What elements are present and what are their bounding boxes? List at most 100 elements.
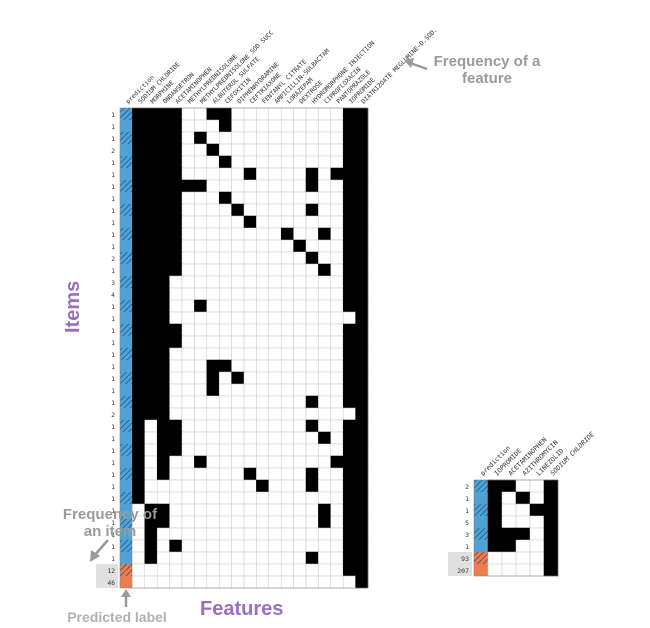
left-feature-cell [342,143,356,157]
left-feature-cell [280,191,294,205]
left-feature-cell [305,347,319,361]
left-feature-cell [280,239,294,253]
right-feature-cell [543,491,559,505]
left-feature-cell [293,359,307,373]
left-feature-cell [318,107,332,121]
left-feature-cell [280,107,294,121]
left-feature-cell [268,191,282,205]
left-feature-cell [194,383,208,397]
left-feature-cell [342,395,356,409]
left-feature-cell [280,443,294,457]
left-feature-cell [169,575,183,589]
left-feature-cell [194,107,208,121]
left-feature-cell [156,179,170,193]
left-feature-cell [218,563,232,577]
right-feature-cell [501,551,517,565]
left-row-frequency: 1 [111,520,115,527]
left-feature-cell [280,155,294,169]
left-feature-cell [206,575,220,589]
left-feature-cell [256,239,270,253]
left-feature-cell [194,551,208,565]
left-feature-cell [132,491,146,505]
left-feature-cell [194,143,208,157]
left-feature-cell [305,179,319,193]
left-feature-cell [218,347,232,361]
left-feature-cell [293,203,307,217]
left-row-frequency: 1 [111,388,115,395]
left-prediction-cell [120,216,133,228]
left-feature-cell [330,263,344,277]
left-feature-cell [132,371,146,385]
left-feature-cell [218,275,232,289]
left-feature-cell [355,143,369,157]
left-feature-cell [206,563,220,577]
left-feature-cell [280,383,294,397]
left-feature-cell [144,143,158,157]
left-row-frequency: 1 [111,364,115,371]
left-feature-cell [342,311,356,325]
left-feature-cell [169,443,183,457]
left-feature-cell [156,467,170,481]
left-feature-cell [243,539,257,553]
left-feature-cell [280,563,294,577]
left-feature-cell [218,143,232,157]
left-prediction-hatch [120,276,133,288]
left-row-frequency: 1 [111,136,115,143]
left-feature-cell [268,527,282,541]
left-feature-cell [206,347,220,361]
left-feature-cell [243,575,257,589]
left-prediction-cell [120,360,133,372]
left-feature-cell [181,575,195,589]
left-feature-cell [268,443,282,457]
left-feature-cell [169,215,183,229]
left-feature-cell [181,527,195,541]
left-feature-cell [181,119,195,133]
left-feature-cell [218,119,232,133]
left-feature-cell [342,335,356,349]
left-row-frequency: 1 [111,460,115,467]
arrow-frequency-item [93,539,109,557]
left-feature-cell [268,563,282,577]
left-feature-cell [181,347,195,361]
left-feature-cell [355,371,369,385]
left-feature-cell [293,515,307,529]
left-feature-cell [256,335,270,349]
left-feature-cell [256,443,270,457]
left-feature-cell [231,539,245,553]
right-prediction-cell [474,540,488,552]
left-feature-cell [156,203,170,217]
right-feature-cell [515,551,531,565]
left-feature-cell [194,227,208,241]
left-feature-cell [156,323,170,337]
left-feature-cell [256,227,270,241]
left-feature-cell [305,503,319,517]
left-feature-cell [318,251,332,265]
right-feature-cell [487,479,503,493]
left-feature-cell [280,395,294,409]
left-feature-cell [156,491,170,505]
left-feature-cell [293,563,307,577]
left-feature-cell [144,275,158,289]
left-feature-cell [156,563,170,577]
left-feature-cell [305,431,319,445]
left-feature-cell [206,479,220,493]
left-feature-cell [206,227,220,241]
left-feature-cell [206,407,220,421]
right-feature-cell [515,539,531,553]
left-feature-cell [169,167,183,181]
left-feature-cell [218,395,232,409]
left-feature-cell [305,479,319,493]
left-feature-cell [330,515,344,529]
left-feature-cell [181,539,195,553]
left-feature-cell [156,131,170,145]
left-feature-cell [181,491,195,505]
left-feature-cell [206,215,220,229]
left-feature-cell [268,431,282,445]
left-feature-cell [181,287,195,301]
left-feature-cell [156,479,170,493]
left-prediction-hatch [120,180,133,192]
left-feature-cell [268,275,282,289]
left-feature-cell [169,479,183,493]
left-feature-cell [218,371,232,385]
